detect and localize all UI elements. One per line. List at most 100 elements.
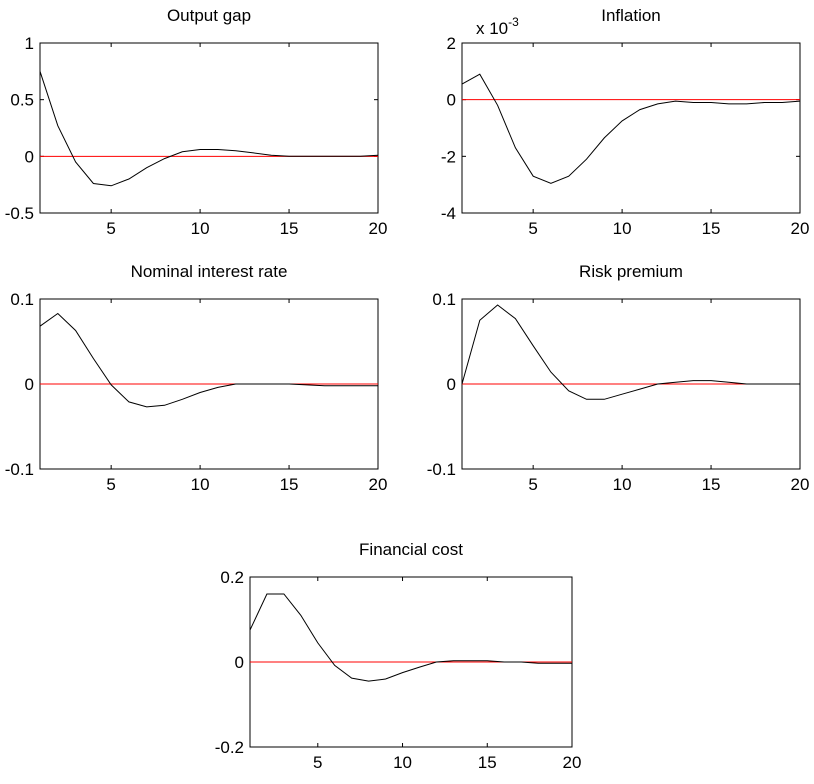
financial-cost-data-point — [555, 663, 556, 664]
inflation-data-point — [799, 101, 800, 102]
nominal-interest-rate-data-point — [271, 383, 272, 384]
financial-cost-data-point — [470, 660, 471, 661]
output-gap-ytick-label: 0.5 — [10, 91, 34, 110]
output-gap-data-point — [253, 152, 254, 153]
inflation-xtick-label: 5 — [528, 219, 537, 238]
risk-premium-data-point — [639, 389, 640, 390]
financial-cost-data-point — [351, 678, 352, 679]
inflation-data-point — [675, 101, 676, 102]
inflation-panel: Inflation x 10-3 5 10 15 20 -4 -2 0 2 — [441, 6, 810, 238]
output-gap-panel: Output gap 5 10 15 20 -0.5 0 0.5 1 — [5, 6, 388, 238]
nominal-interest-rate-ytick-label: 0.1 — [10, 290, 34, 309]
nominal-interest-rate-data-point — [164, 405, 165, 406]
inflation-data-point — [479, 74, 480, 75]
output-gap-data-point — [271, 155, 272, 156]
output-gap-data-point — [57, 125, 58, 126]
output-gap-xtick-label: 10 — [191, 219, 210, 238]
risk-premium-data-point — [479, 320, 480, 321]
nominal-interest-rate-data-point — [111, 384, 112, 385]
financial-cost-data-point — [436, 661, 437, 662]
output-gap-data-point — [217, 149, 218, 150]
financial-cost-xtick-label: 5 — [313, 753, 322, 772]
financial-cost-data-point — [504, 661, 505, 662]
nominal-interest-rate-ytick-label: -0.1 — [5, 460, 34, 479]
risk-premium-data-point — [622, 394, 623, 395]
nominal-interest-rate-data-point — [324, 385, 325, 386]
inflation-data-point — [639, 109, 640, 110]
inflation-data-point — [764, 102, 765, 103]
risk-premium-data-point — [764, 383, 765, 384]
nominal-interest-rate-data-point — [146, 406, 147, 407]
risk-premium-data-point — [497, 304, 498, 305]
risk-premium-data-point — [728, 382, 729, 383]
nominal-interest-rate-ytick-label: 0 — [25, 375, 34, 394]
risk-premium-data-point — [550, 372, 551, 373]
output-gap-data-point — [93, 183, 94, 184]
output-gap-title: Output gap — [167, 6, 251, 25]
output-gap-data-point — [164, 158, 165, 159]
nominal-interest-rate-data-point — [200, 392, 201, 393]
financial-cost-data-point — [521, 661, 522, 662]
financial-cost-data-point — [317, 642, 318, 643]
financial-cost-data-point — [249, 630, 250, 631]
output-gap-data-point — [200, 149, 201, 150]
financial-cost-series-line — [249, 593, 572, 682]
inflation-data-point — [622, 120, 623, 121]
risk-premium-xtick-label: 15 — [702, 475, 721, 494]
risk-premium-data-point — [461, 383, 462, 384]
financial-cost-xtick-label: 20 — [563, 753, 582, 772]
risk-premium-data-point — [533, 345, 534, 346]
nominal-interest-rate-data-point — [182, 399, 183, 400]
output-gap-data-point — [182, 151, 183, 152]
inflation-xtick-label: 10 — [613, 219, 632, 238]
risk-premium-title: Risk premium — [579, 262, 683, 281]
nominal-interest-rate-data-point — [93, 358, 94, 359]
risk-premium-data-point — [515, 318, 516, 319]
output-gap-xtick-label: 5 — [106, 219, 115, 238]
risk-premium-data-point — [657, 383, 658, 384]
nominal-interest-rate-xtick-label: 10 — [191, 475, 210, 494]
inflation-ytick-label: -2 — [441, 147, 456, 166]
risk-premium-ytick-label: 0.1 — [432, 290, 456, 309]
financial-cost-ytick-label: 0.2 — [220, 568, 244, 587]
risk-premium-data-point — [568, 390, 569, 391]
financial-cost-data-point — [487, 660, 488, 661]
inflation-axes — [461, 42, 801, 214]
financial-cost-data-point — [385, 678, 386, 679]
output-gap-data-point — [306, 156, 307, 157]
risk-premium-panel: Risk premium 5 10 15 20 -0.1 0 0.1 — [427, 262, 810, 494]
inflation-ytick-label: 0 — [447, 91, 456, 110]
nominal-interest-rate-data-point — [342, 385, 343, 386]
risk-premium-data-point — [711, 380, 712, 381]
financial-cost-data-point — [266, 593, 267, 594]
inflation-data-point — [515, 147, 516, 148]
risk-premium-series-line — [461, 304, 800, 400]
inflation-data-point — [497, 105, 498, 106]
nominal-interest-rate-data-point — [57, 313, 58, 314]
financial-cost-xtick-label: 15 — [478, 753, 497, 772]
output-gap-axes — [39, 42, 379, 214]
output-gap-data-point — [146, 167, 147, 168]
nominal-interest-rate-data-point — [306, 384, 307, 385]
financial-cost-data-point — [283, 593, 284, 594]
output-gap-data-point — [111, 185, 112, 186]
output-gap-data-point — [128, 178, 129, 179]
risk-premium-data-point — [586, 399, 587, 400]
financial-cost-data-point — [571, 663, 572, 664]
financial-cost-xtick-label: 10 — [393, 753, 412, 772]
risk-premium-ytick-label: 0 — [447, 375, 456, 394]
output-gap-data-point — [324, 156, 325, 157]
output-gap-ytick-label: 1 — [25, 34, 34, 53]
output-gap-xtick-label: 20 — [369, 219, 388, 238]
risk-premium-data-point — [693, 380, 694, 381]
financial-cost-data-point — [368, 681, 369, 682]
output-gap-ytick-label: 0 — [25, 147, 34, 166]
output-gap-ytick-label: -0.5 — [5, 204, 34, 223]
nominal-interest-rate-data-point — [253, 383, 254, 384]
financial-cost-data-point — [402, 672, 403, 673]
inflation-exponent-label: x 10-3 — [476, 15, 519, 38]
output-gap-data-point — [289, 156, 290, 157]
inflation-exponent-base: x 10 — [476, 19, 508, 38]
risk-premium-data-point — [782, 383, 783, 384]
inflation-data-point — [461, 84, 462, 85]
